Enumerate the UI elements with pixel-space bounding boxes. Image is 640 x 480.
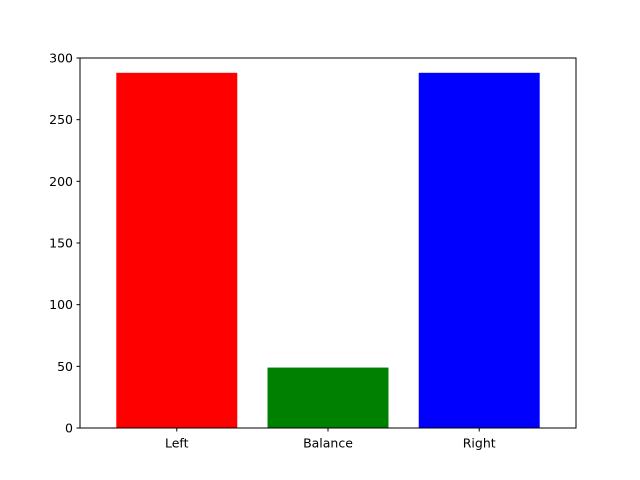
bar-right <box>418 72 540 429</box>
y-tick-label: 100 <box>49 297 73 312</box>
x-tick-label-left: Left <box>165 436 189 451</box>
bars-group <box>116 72 540 429</box>
y-tick-label: 50 <box>57 359 73 374</box>
y-tick-label: 250 <box>49 112 73 127</box>
x-tick-label-right: Right <box>463 436 496 451</box>
y-tick-label: 300 <box>49 51 73 66</box>
x-tick-label-balance: Balance <box>303 436 353 451</box>
x-axis: Left Balance Right <box>165 428 496 451</box>
bar-left <box>116 72 238 429</box>
y-tick-label: 0 <box>65 421 73 436</box>
y-axis: 0 50 100 150 200 250 300 <box>49 51 80 436</box>
y-tick-label: 200 <box>49 174 73 189</box>
y-tick-label: 150 <box>49 236 73 251</box>
bar-balance <box>267 367 389 428</box>
